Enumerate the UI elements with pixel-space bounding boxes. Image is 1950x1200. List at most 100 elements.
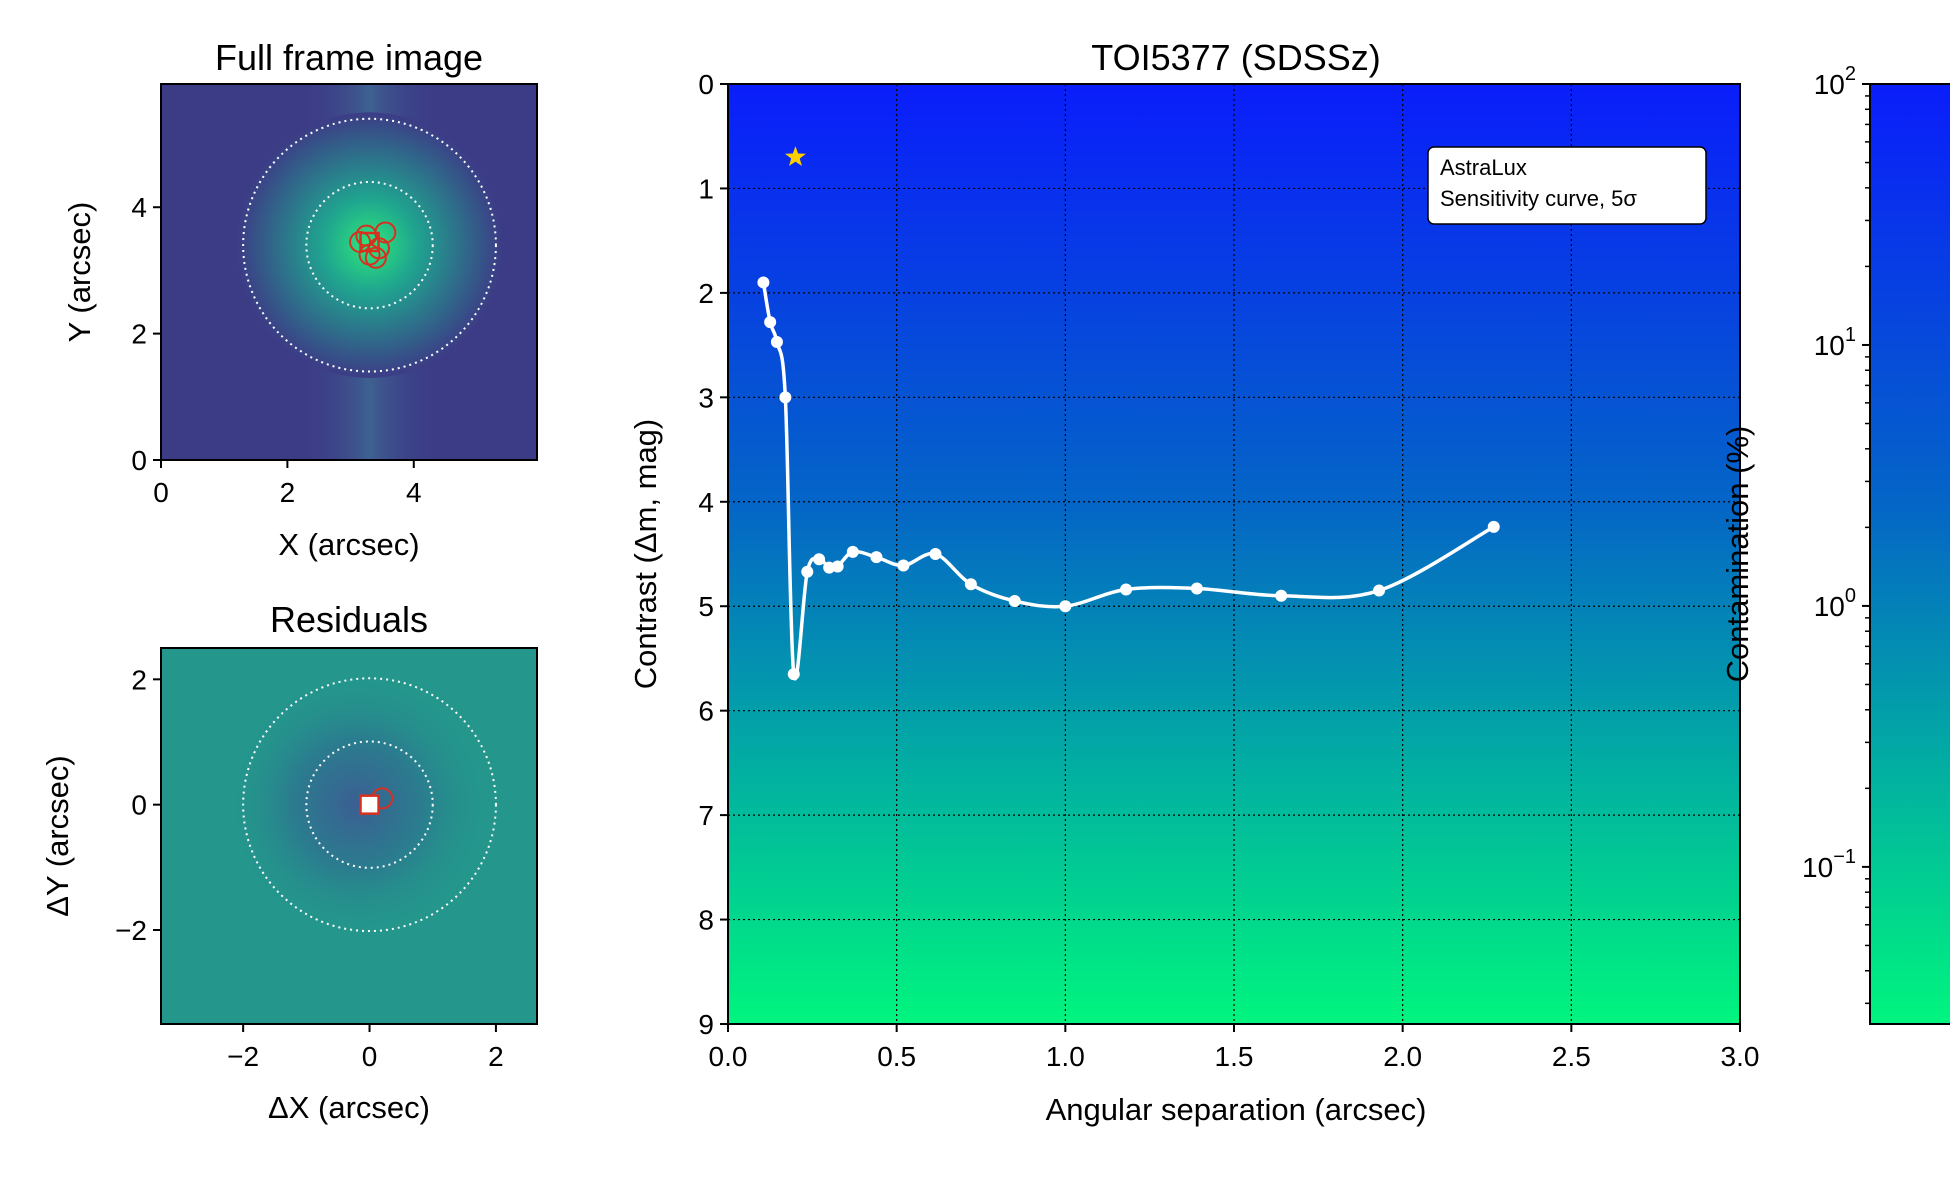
sensitivity-point-4 [779, 391, 792, 404]
sensitivity-point-20 [1373, 584, 1386, 597]
y-tick-label: −2 [115, 915, 147, 946]
colorbar-tick-exponent: 0 [1845, 585, 1856, 607]
colorbar-tick-exponent: 2 [1845, 63, 1856, 85]
colorbar-tick-base: 10 [1814, 591, 1845, 622]
colorbar-tick-label: 102 [1814, 63, 1856, 100]
residuals-axes-frame [160, 647, 538, 1025]
y-tick-label: 2 [131, 319, 147, 350]
residuals-x-label: ΔX (arcsec) [268, 1090, 430, 1125]
colorbar-tick-label: 101 [1814, 324, 1856, 361]
full-frame-axes-frame [160, 83, 538, 461]
x-tick-label: 0.0 [709, 1041, 748, 1072]
legend-line-1: AstraLux [1440, 155, 1527, 180]
contrast-panel: TOI5377 (SDSSz) 0.0 0.5 1.0 1.5 2.0 2.5 3.0 0 1 2… [628, 37, 1759, 1127]
sensitivity-point-16 [1059, 600, 1072, 613]
y-tick-label: 4 [131, 192, 147, 223]
y-tick-label: 9 [698, 1009, 714, 1040]
sensitivity-point-14 [964, 578, 977, 591]
detection-circle-5 [355, 224, 378, 247]
legend-frame [1427, 146, 1707, 225]
contrast-title: TOI5377 (SDSSz) [1091, 37, 1380, 78]
sensitivity-point-12 [897, 559, 910, 572]
y-tick-label: 1 [698, 173, 714, 204]
aperture-ring-2 [242, 677, 497, 933]
y-tick-label: 4 [698, 487, 714, 518]
target-square [359, 794, 380, 815]
star-marker [785, 146, 806, 167]
x-tick-label: −2 [227, 1041, 259, 1072]
colorbar-tick-base: 10 [1802, 852, 1833, 883]
legend-line-2: Sensitivity curve, 5σ [1440, 186, 1637, 211]
y-tick-label: 0 [131, 445, 147, 476]
detection-circle-6 [364, 246, 387, 269]
colorbar-tick-exponent: 1 [1845, 324, 1856, 346]
colorbar-tick-exponent: −1 [1833, 846, 1856, 868]
y-tick-label: 3 [698, 382, 714, 413]
y-tick-label: 0 [131, 790, 147, 821]
x-tick-label: 2 [488, 1041, 504, 1072]
y-tick-label: 5 [698, 591, 714, 622]
aperture-ring-1 [305, 180, 434, 310]
x-tick-label: 0 [362, 1041, 378, 1072]
x-tick-label: 3.0 [1721, 1041, 1760, 1072]
sensitivity-point-19 [1275, 589, 1288, 602]
y-tick-label: 2 [131, 664, 147, 695]
full-frame-title: Full frame image [215, 37, 483, 78]
contrast-x-label: Angular separation (arcsec) [1046, 1092, 1427, 1127]
y-tick-label: 0 [698, 69, 714, 100]
full-frame-y-label: Y (arcsec) [62, 202, 97, 343]
x-tick-label: 0.5 [877, 1041, 916, 1072]
colorbar-tick-label: 100 [1814, 585, 1856, 622]
residuals-title: Residuals [270, 599, 428, 640]
sensitivity-point-15 [1008, 595, 1021, 607]
full-frame-ticks: 0 2 4 0 2 4 [131, 192, 421, 508]
sensitivity-point-18 [1190, 582, 1203, 595]
residuals-content [236, 671, 503, 938]
contrast-y-label: Contrast (Δm, mag) [628, 419, 663, 689]
colorbar-tick-label: 10−1 [1802, 846, 1856, 883]
target-square [359, 231, 380, 253]
sensitivity-point-13 [929, 548, 942, 560]
colorbar-tick-base: 10 [1814, 330, 1845, 361]
sensitivity-point-1 [757, 276, 770, 289]
sensitivity-point-5 [787, 668, 800, 681]
contrast-grid [728, 84, 1740, 1024]
x-tick-label: 4 [406, 477, 422, 508]
x-tick-label: 2 [280, 477, 296, 508]
sensitivity-point-2 [764, 316, 777, 329]
residuals-y-label: ΔY (arcsec) [40, 755, 75, 916]
contrast-ticks: 0.0 0.5 1.0 1.5 2.0 2.5 3.0 0 1 2 3 4 5 6 7 8 9 [698, 69, 1759, 1072]
sensitivity-point-11 [870, 551, 883, 564]
sensitivity-point-6 [801, 565, 814, 578]
sensitivity-point-3 [770, 335, 783, 348]
x-tick-label: 2.0 [1383, 1041, 1422, 1072]
sensitivity-point-7 [813, 553, 826, 566]
x-tick-label: 0 [153, 477, 169, 508]
sensitivity-point-17 [1120, 583, 1133, 596]
colorbar-frame [1869, 83, 1950, 1025]
full-frame-content [236, 84, 503, 460]
y-tick-label: 6 [698, 696, 714, 727]
colorbar-label: Contamination (%) [1720, 426, 1755, 683]
x-tick-label: 2.5 [1552, 1041, 1591, 1072]
x-tick-label: 1.0 [1046, 1041, 1085, 1072]
y-tick-label: 7 [698, 800, 714, 831]
full-frame-panel: Full frame image 0 2 4 0 2 4 X (arcsec) Y (ar… [62, 37, 538, 562]
y-tick-label: 2 [698, 278, 714, 309]
colorbar-tick-base: 10 [1814, 69, 1845, 100]
colorbar-fill [1870, 84, 1950, 1024]
y-tick-label: 8 [698, 905, 714, 936]
sensitivity-point-10 [846, 545, 859, 558]
contrast-curve-group [757, 146, 1500, 681]
x-tick-label: 1.5 [1215, 1041, 1254, 1072]
legend-box: AstraLux Sensitivity curve, 5σ [1427, 146, 1707, 225]
sensitivity-point-21 [1487, 520, 1500, 533]
residuals-ticks: −2 0 2 −2 0 2 [115, 664, 504, 1072]
full-frame-x-label: X (arcsec) [278, 527, 419, 562]
sensitivity-point-9 [831, 560, 844, 573]
aperture-ring-1 [305, 740, 434, 869]
residuals-panel: Residuals −2 0 2 −2 0 2 ΔX (arcsec) ΔY (arcse… [40, 599, 538, 1125]
